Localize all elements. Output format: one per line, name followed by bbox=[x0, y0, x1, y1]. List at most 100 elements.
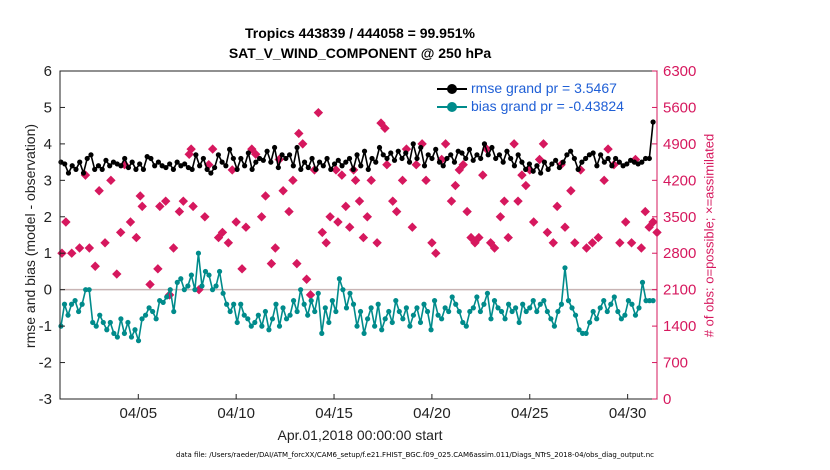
y-tick-label-left: 2 bbox=[44, 209, 52, 226]
bias-point bbox=[104, 327, 110, 333]
nobs-point bbox=[317, 227, 327, 238]
nobs-point bbox=[397, 175, 408, 186]
rmse-point bbox=[429, 155, 435, 162]
rmse-point bbox=[530, 168, 536, 174]
nobs-point bbox=[440, 139, 451, 149]
rmse-point bbox=[605, 155, 611, 162]
nobs-point bbox=[135, 191, 145, 201]
rmse-point bbox=[369, 155, 375, 162]
rmse-point bbox=[358, 163, 364, 169]
y-tick-label-right: 4200 bbox=[663, 172, 696, 189]
nobs-point bbox=[153, 264, 163, 274]
bias-point bbox=[498, 308, 505, 315]
x-tick-label: 04/15 bbox=[315, 405, 353, 422]
bias-point bbox=[474, 294, 480, 300]
rmse-point bbox=[148, 155, 154, 162]
rmse-point bbox=[440, 163, 446, 169]
bias-point bbox=[329, 298, 335, 304]
nobs-point bbox=[503, 232, 513, 243]
rmse-point bbox=[624, 161, 630, 167]
rmse-point bbox=[223, 163, 229, 169]
bias-point bbox=[572, 312, 579, 318]
rmse-point bbox=[365, 166, 371, 172]
rmse-point bbox=[556, 164, 562, 171]
rmse-point bbox=[598, 152, 604, 158]
bias-point bbox=[361, 330, 367, 336]
rmse-point bbox=[335, 157, 341, 163]
nobs-point bbox=[509, 139, 519, 149]
nobs-point bbox=[325, 212, 335, 222]
y-tick-label-left: 3 bbox=[44, 172, 52, 189]
y-tick-label-left: 1 bbox=[44, 245, 52, 262]
rmse-point bbox=[193, 152, 199, 158]
rmse-point bbox=[403, 150, 409, 156]
rmse-point bbox=[639, 159, 645, 165]
bias-point bbox=[569, 305, 575, 311]
nobs-point bbox=[450, 180, 461, 191]
bias-point bbox=[636, 305, 642, 311]
rmse-point bbox=[62, 161, 68, 167]
y-tick-label-right: 700 bbox=[663, 355, 688, 372]
nobs-point bbox=[376, 118, 386, 128]
y-tick-label-left: -2 bbox=[39, 355, 52, 372]
rmse-point bbox=[504, 148, 510, 154]
rmse-point bbox=[286, 152, 293, 158]
bias-point bbox=[65, 312, 71, 318]
nobs-point bbox=[270, 243, 281, 253]
rmse-point bbox=[564, 152, 570, 158]
rmse-point bbox=[331, 161, 338, 167]
y-tick-label-right: 0 bbox=[663, 391, 671, 408]
nobs-point bbox=[284, 206, 294, 217]
nobs-point bbox=[620, 217, 631, 227]
rmse-point bbox=[463, 155, 469, 162]
rmse-point bbox=[328, 166, 334, 172]
rmse-point bbox=[170, 166, 177, 172]
rmse-point bbox=[290, 163, 296, 169]
legend-label-bias: bias grand pr = -0.43824 bbox=[471, 98, 624, 114]
rmse-point bbox=[373, 159, 379, 165]
nobs-point bbox=[223, 238, 234, 248]
bias-point bbox=[128, 334, 135, 340]
rmse-point bbox=[88, 152, 94, 158]
bias-point bbox=[639, 279, 646, 285]
bias-point bbox=[502, 316, 508, 322]
nobs-point bbox=[100, 238, 110, 248]
bias-point bbox=[206, 272, 212, 278]
bias-point bbox=[386, 308, 392, 315]
bias-point bbox=[597, 305, 603, 311]
bias-point bbox=[558, 301, 565, 307]
nobs-point bbox=[251, 149, 261, 160]
rmse-point bbox=[466, 146, 473, 152]
bias-point bbox=[396, 308, 402, 315]
legend-item-rmse: rmse grand pr = 3.5467 bbox=[433, 80, 648, 98]
bias-point bbox=[460, 319, 466, 326]
bias-point bbox=[231, 301, 237, 307]
rmse-point bbox=[391, 157, 398, 163]
bias-point bbox=[544, 308, 550, 315]
bias-point bbox=[146, 305, 152, 311]
bias-point bbox=[463, 323, 469, 329]
bias-point bbox=[407, 323, 413, 329]
bias-point bbox=[365, 316, 371, 322]
bias-point bbox=[594, 316, 600, 322]
legend-item-bias: bias grand pr = -0.43824 bbox=[433, 98, 648, 116]
rmse-point bbox=[500, 159, 506, 165]
bias-point bbox=[357, 308, 364, 315]
rmse-point bbox=[350, 166, 356, 172]
nobs-point bbox=[67, 248, 77, 258]
bias-point bbox=[192, 287, 198, 293]
bias-point bbox=[255, 312, 261, 318]
nobs-point bbox=[305, 290, 316, 300]
y-tick-label-right: 4900 bbox=[663, 136, 696, 153]
rmse-point bbox=[519, 159, 525, 165]
nobs-point bbox=[237, 264, 247, 274]
bias-point bbox=[319, 330, 325, 336]
bias-point bbox=[389, 319, 395, 326]
rmse-point bbox=[380, 152, 386, 158]
rmse-point bbox=[343, 159, 349, 165]
nobs-point bbox=[446, 196, 457, 206]
rmse-point bbox=[65, 170, 72, 176]
legend-label-rmse: rmse grand pr = 3.5467 bbox=[471, 80, 617, 96]
rmse-point bbox=[399, 155, 405, 162]
bias-point bbox=[379, 327, 385, 333]
